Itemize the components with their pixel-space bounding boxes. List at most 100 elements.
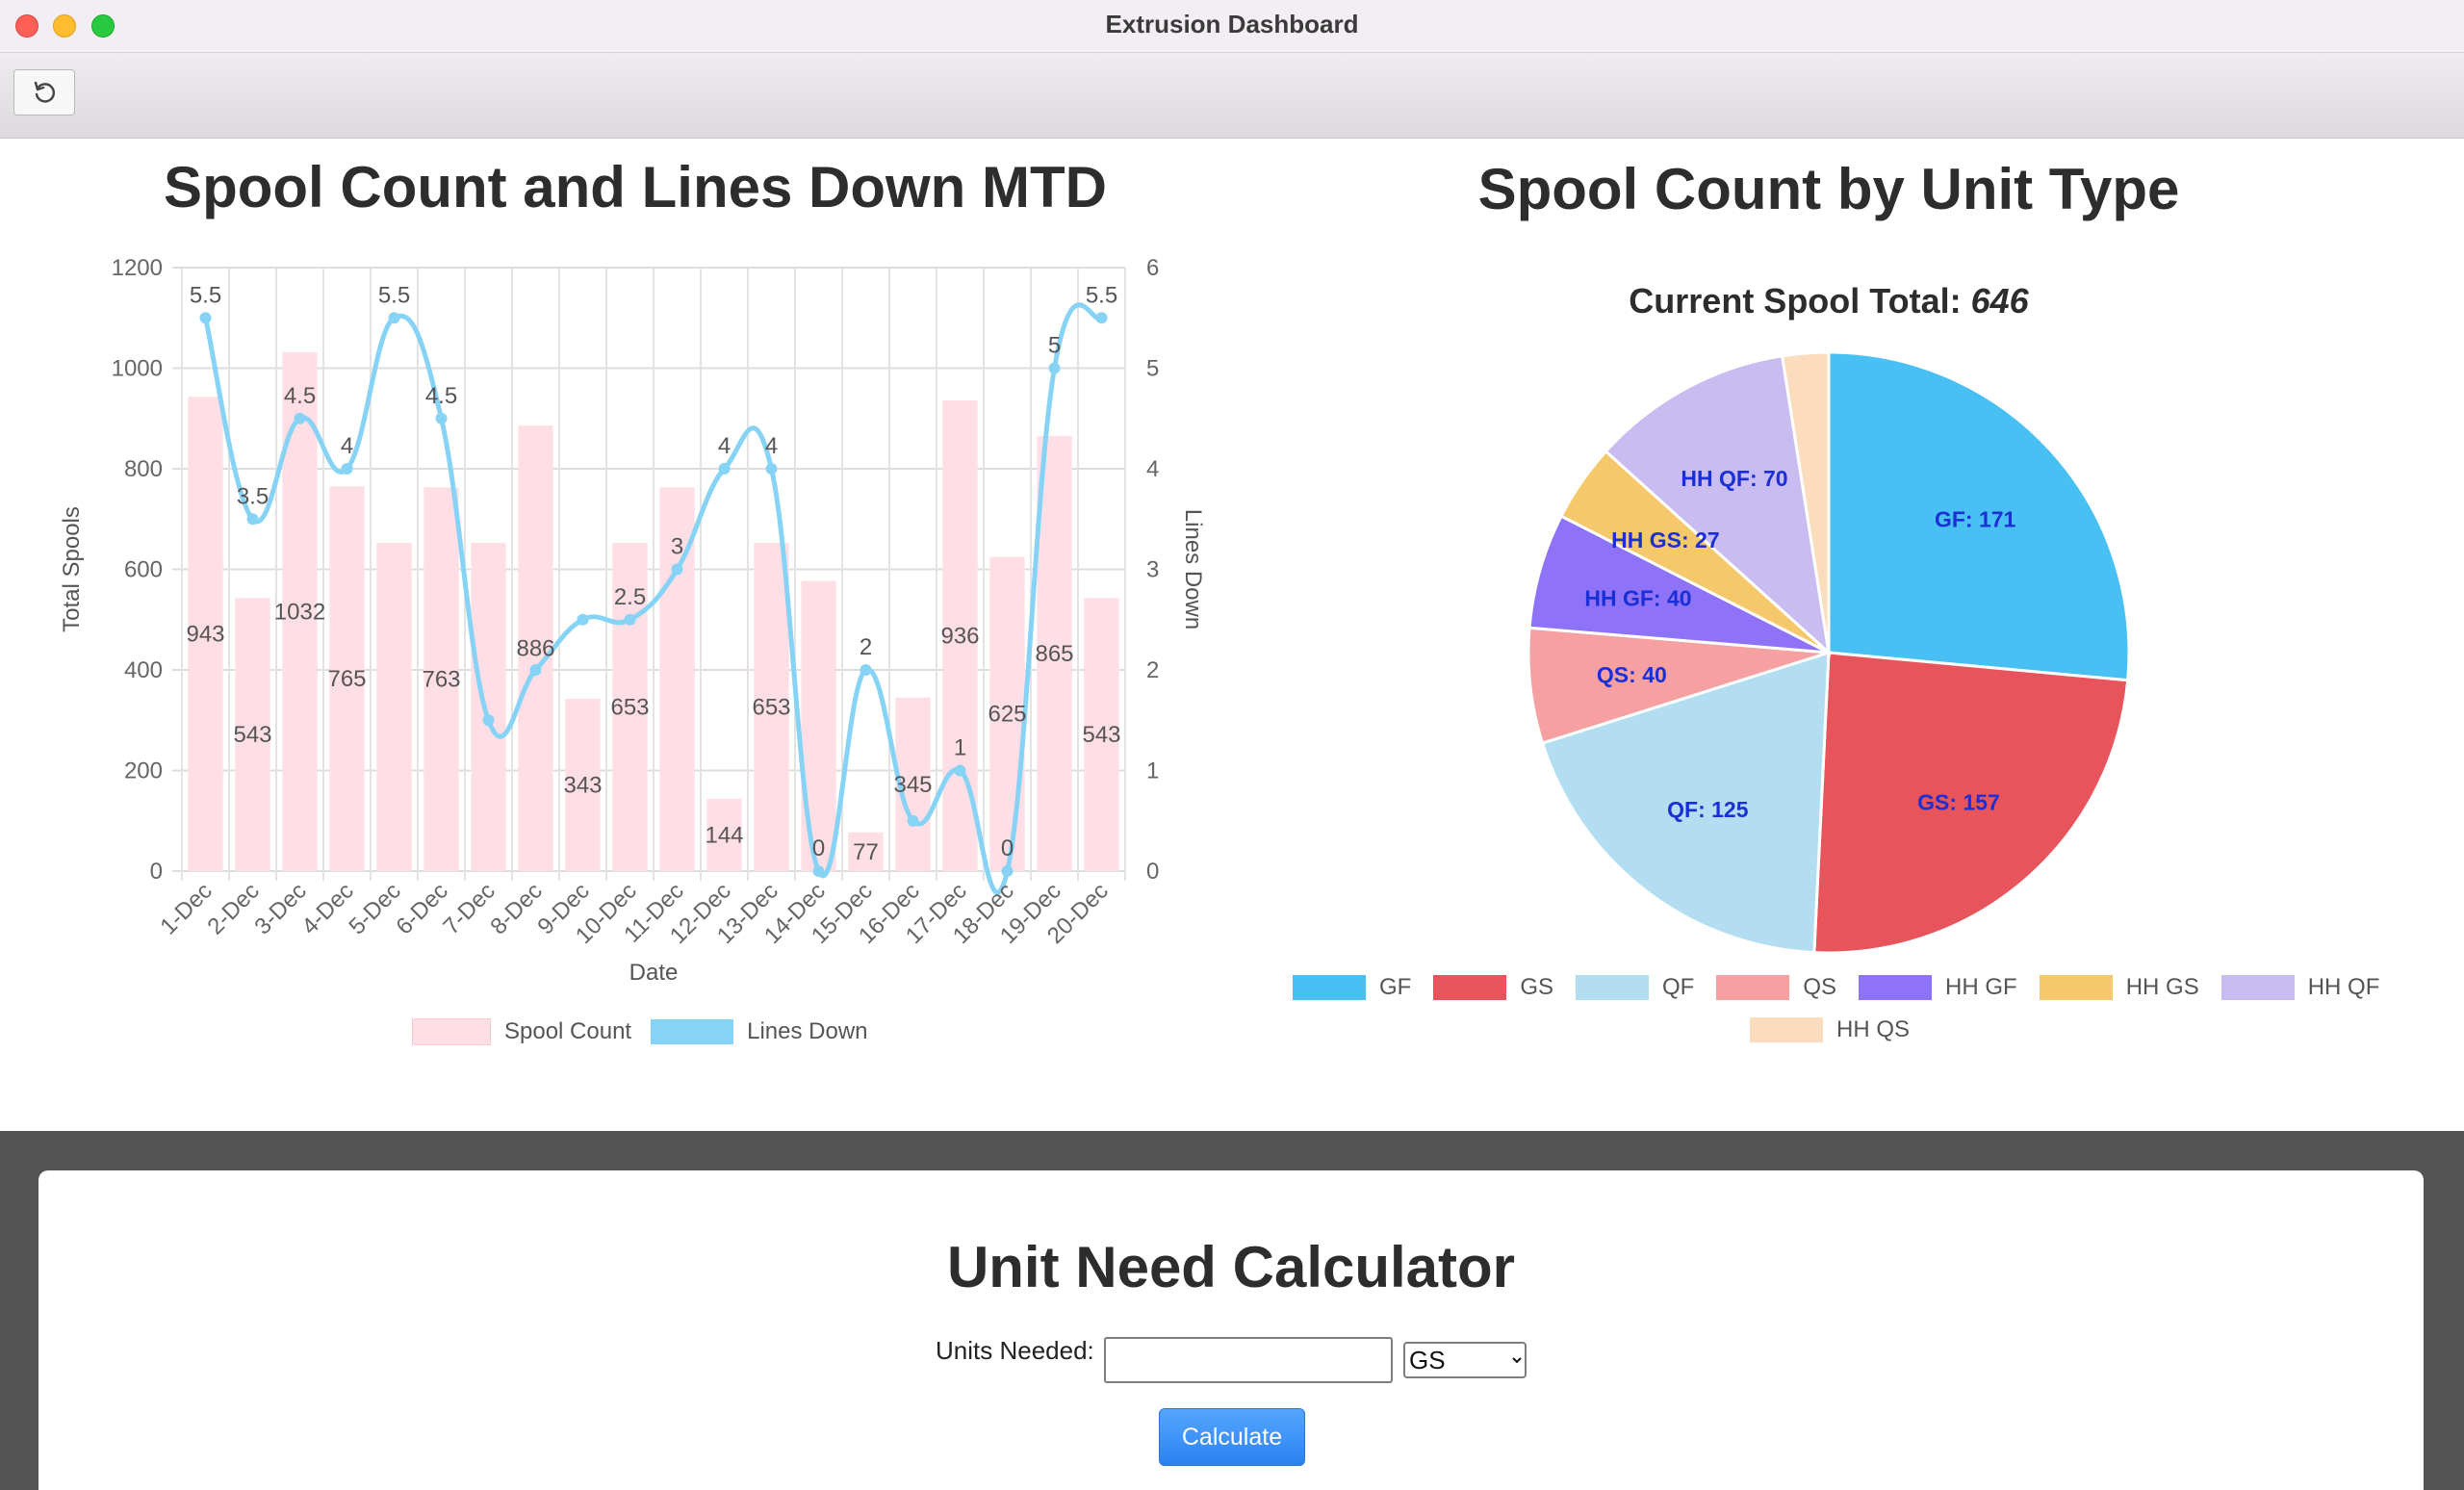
legend-item-hh-gf[interactable]: HH GF [1859,974,2017,1001]
legend-item-hh-gs[interactable]: HH GS [2039,974,2199,1001]
point-lines-down [907,814,919,827]
legend-swatch [2220,975,2295,1000]
pie-slice-qf [1540,650,1831,955]
y2-tick-label: 2 [1146,657,1159,683]
line-value-label: 3 [671,534,683,560]
line-lines-down [203,302,1104,895]
legend-label: GF [1379,974,1412,1000]
y-tick-label: 600 [124,557,163,583]
window-title: Extrusion Dashboard [1105,10,1359,39]
minimize-window-button[interactable] [53,14,76,38]
calculator-title: Unit Need Calculator [946,1235,1516,1299]
bar-value-label: 653 [610,694,649,720]
point-lines-down [199,312,212,324]
point-lines-down [246,513,259,526]
pie-slice-label: QF: 125 [1667,797,1749,822]
bar-spool-count [376,542,412,871]
line-value-label: 4 [765,433,778,459]
x-tick-label: 8-Dec [485,878,547,939]
units-needed-label: Units Needed: [936,1336,1094,1365]
point-lines-down [860,664,872,676]
x-tick-label: 2-Dec [202,878,264,939]
legend-label: QS [1803,974,1837,1000]
pie-chart-title: Spool Count by Unit Type [1477,157,2180,221]
close-window-button[interactable] [15,14,38,38]
bar-value-label: 1032 [274,599,325,625]
legend-swatch [1859,975,1933,1000]
legend-label: HH QS [1836,1016,1911,1042]
pie-slice-hh-qf [1604,354,1832,656]
pie-slice-label: GS: 157 [1917,790,2000,815]
bar-value-label: 936 [940,623,979,649]
legend-item-qf[interactable]: QF [1576,974,1694,1001]
line-value-label: 5.5 [378,282,410,308]
x-axis-title: Date [629,960,679,986]
bar-spool-count [801,580,836,871]
bar-spool-count [754,542,789,871]
pie-slice-gs [1812,651,2130,955]
bar-spool-count [471,542,506,871]
point-lines-down [577,613,589,626]
pie-slice-label: GF: 171 [1935,506,2016,531]
y2-axis-title: Lines Down [1180,509,1206,629]
pie-subtitle-label: Current Spool Total: [1629,281,1962,321]
y-tick-label: 400 [124,657,163,683]
pie-slice-label: HH QF: 70 [1681,466,1787,491]
line-value-label: 0 [812,835,825,861]
line-value-label: 4.5 [425,383,457,409]
y-tick-label: 0 [150,859,163,885]
line-value-label: 5.5 [190,282,221,308]
y2-tick-label: 5 [1146,356,1159,382]
x-tick-label: 3-Dec [249,878,311,939]
line-value-label: 3.5 [237,483,269,509]
refresh-button[interactable] [13,69,75,116]
bar-spool-count [188,397,223,871]
bar-spool-count [848,832,884,871]
bar-value-label: 345 [893,772,932,798]
bar-value-label: 865 [1035,641,1073,667]
calculate-button[interactable]: Calculate [1159,1408,1305,1466]
bar-spool-count [424,487,459,871]
y2-tick-label: 6 [1146,255,1159,281]
point-lines-down [482,714,495,727]
units-needed-input[interactable] [1104,1337,1393,1383]
legend-label: QF [1662,974,1695,1000]
refresh-icon [34,81,56,103]
legend-item-hh-qf[interactable]: HH QF [2220,974,2379,1001]
legend-item-gs[interactable]: GS [1433,974,1553,1001]
point-lines-down [388,312,400,324]
pie-slice-gf [1827,350,2131,682]
combo-chart-title: Spool Count and Lines Down MTD [164,155,1107,219]
point-lines-down [765,463,778,475]
line-value-label: 4 [341,433,353,459]
spool-count-swatch [412,1018,491,1045]
bar-spool-count [989,556,1025,871]
maximize-window-button[interactable] [91,14,115,38]
bar-spool-count [329,486,365,871]
legend-item-qs[interactable]: QS [1716,974,1836,1001]
bar-spool-count [706,798,742,871]
legend-item-gf[interactable]: GF [1293,974,1411,1001]
bar-value-label: 543 [233,722,271,748]
legend-item-hh-qs[interactable]: HH QS [1750,1016,1910,1043]
legend-label: HH GF [1945,974,2017,1000]
y-tick-label: 1000 [112,356,163,382]
line-value-label: 1 [954,735,966,761]
bar-spool-count [235,598,270,871]
line-value-label: 5.5 [1086,282,1117,308]
line-value-label: 4.5 [284,383,316,409]
y-axis-title: Total Spools [59,506,85,632]
x-tick-label: 7-Dec [438,878,500,939]
line-value-label: 0 [1001,835,1014,861]
point-lines-down [1095,312,1108,324]
bar-spool-count [1084,598,1119,871]
toolbar [0,53,2464,139]
x-tick-label: 4-Dec [296,878,358,939]
point-lines-down [1001,865,1014,877]
x-tick-label: 5-Dec [344,878,405,939]
bar-spool-count [565,698,601,871]
legend-item-lines-down[interactable]: Lines Down [651,1018,868,1045]
point-lines-down [341,463,353,475]
legend-item-spool-count[interactable]: Spool Count [412,1018,631,1045]
